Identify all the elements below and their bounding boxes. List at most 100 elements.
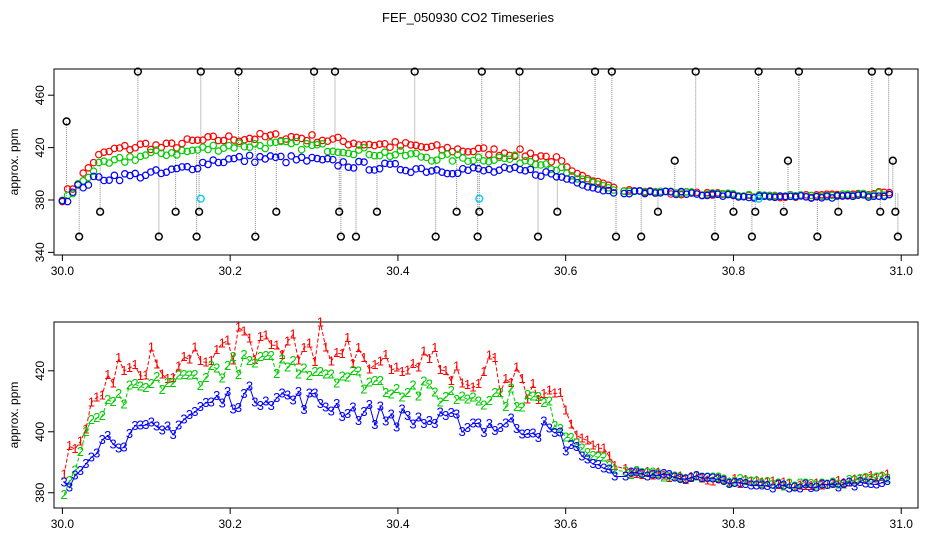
series1-point <box>147 145 155 154</box>
outlier-point <box>834 207 843 216</box>
series1-point <box>433 141 441 149</box>
series1-label: 1 <box>339 346 346 361</box>
series2-label: 2 <box>862 470 869 485</box>
series1-label: 1 <box>246 331 253 346</box>
series3-point <box>318 155 327 164</box>
series2-point <box>313 140 322 149</box>
series2-point <box>386 152 394 161</box>
outlier-point <box>196 67 205 76</box>
series2-point <box>235 139 244 147</box>
series2-label: 2 <box>328 366 335 381</box>
series1-label: 1 <box>317 315 324 330</box>
series1-point <box>594 177 602 186</box>
series3-label: 3 <box>159 423 166 438</box>
series3-point <box>469 163 478 172</box>
y-tick-label: 460 <box>33 85 47 105</box>
series1-label: 1 <box>584 432 591 447</box>
outlier-point <box>477 67 486 76</box>
series3-point <box>401 166 410 175</box>
series1-label: 1 <box>355 340 362 355</box>
series3-label: 3 <box>409 417 416 432</box>
series3-label: 3 <box>693 468 700 483</box>
outlier-point <box>653 207 663 216</box>
series3-point <box>537 172 545 181</box>
series3-point <box>370 166 379 174</box>
series2-label: 2 <box>622 464 629 479</box>
series3-label: 3 <box>568 437 575 452</box>
series3-label: 3 <box>753 478 760 493</box>
series3-point <box>698 191 706 200</box>
series1-label: 1 <box>191 340 198 355</box>
series1-label: 1 <box>328 353 335 368</box>
x-tick-label: 30.4 <box>386 264 410 278</box>
outlier-point <box>533 232 543 241</box>
series3-point <box>791 192 800 201</box>
series3-point <box>349 164 358 172</box>
x-tick-label: 30.6 <box>554 517 578 531</box>
series3-label: 3 <box>802 477 809 492</box>
series2-label: 2 <box>807 476 814 491</box>
series2-label: 2 <box>409 377 416 392</box>
series1-label: 1 <box>388 362 395 377</box>
series3-point <box>812 192 821 201</box>
series2-point <box>427 157 436 165</box>
x-tick-label: 30.2 <box>218 264 242 278</box>
series2-point <box>360 143 368 152</box>
series3-point <box>396 165 405 174</box>
series2-point <box>323 147 332 156</box>
series3-label: 3 <box>115 440 122 455</box>
series1-point <box>474 144 483 153</box>
series3-label: 3 <box>120 440 127 455</box>
series1-point <box>329 135 337 143</box>
series2-label: 2 <box>104 392 111 407</box>
series2-point <box>230 144 238 152</box>
y-tick-label: 380 <box>33 190 47 210</box>
series1-label: 1 <box>518 371 525 386</box>
series2-label: 2 <box>742 473 749 488</box>
series1-label: 1 <box>535 392 542 407</box>
series3-label: 3 <box>628 464 635 479</box>
series3-point <box>875 192 883 200</box>
series3-label: 3 <box>813 479 820 494</box>
series3-point <box>219 158 228 167</box>
series1-point <box>162 139 171 148</box>
x-tick-label: 30.8 <box>722 264 746 278</box>
series2-label: 2 <box>584 445 591 460</box>
series2-label: 2 <box>169 375 176 390</box>
series3-point <box>329 155 337 164</box>
series2-point <box>396 146 405 155</box>
series3-point <box>448 169 457 178</box>
x-tick-label: 30.2 <box>218 517 242 531</box>
series3-point <box>355 157 363 166</box>
series2-label: 2 <box>715 470 722 485</box>
series1-label: 1 <box>71 441 78 456</box>
flagged-point <box>475 194 484 203</box>
series3-label: 3 <box>622 468 629 483</box>
series2-label: 2 <box>518 399 525 414</box>
series2-label: 2 <box>268 348 275 363</box>
series2-label: 2 <box>322 367 329 382</box>
series1-label: 1 <box>600 440 607 455</box>
series1-label: 1 <box>611 458 618 473</box>
series1-label: 1 <box>175 359 182 374</box>
series2-label: 2 <box>284 360 291 375</box>
series1-point <box>308 131 316 139</box>
series2-label: 2 <box>557 421 564 436</box>
series1-label: 1 <box>393 360 400 375</box>
series1-label: 1 <box>797 478 804 493</box>
series2-point <box>511 151 519 160</box>
series2-point <box>105 159 113 167</box>
series3-label: 3 <box>355 413 362 428</box>
series1-point <box>339 137 348 146</box>
series2-label: 2 <box>246 353 253 368</box>
series1-label: 1 <box>224 333 231 348</box>
flagged-point <box>196 194 205 203</box>
series3-point <box>843 191 852 200</box>
series2-label: 2 <box>458 389 465 404</box>
series2-label: 2 <box>638 465 645 480</box>
series3-label: 3 <box>104 428 111 443</box>
outlier-point <box>779 207 788 216</box>
series1-point <box>266 131 275 139</box>
series2-point <box>266 138 275 147</box>
